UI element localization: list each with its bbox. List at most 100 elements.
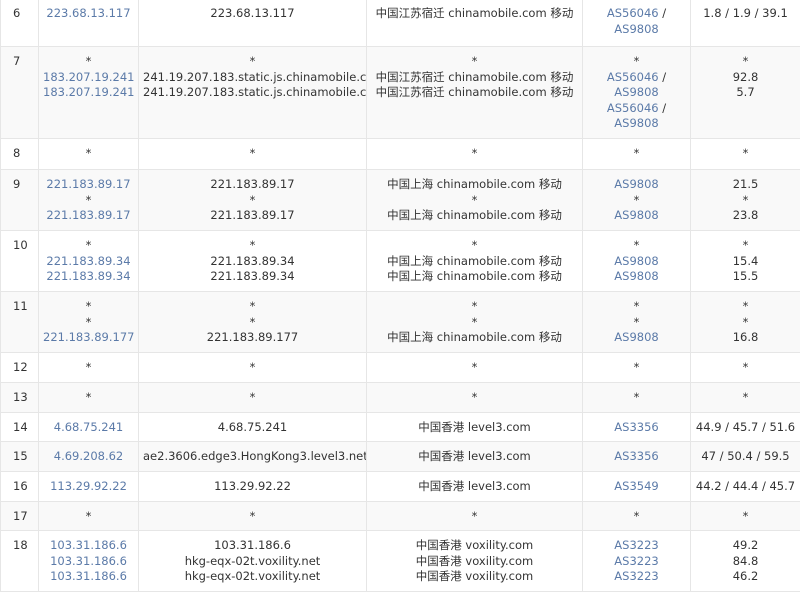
as-none: * bbox=[634, 146, 640, 160]
latency: 46.2 bbox=[695, 569, 796, 585]
latency: 47 / 50.4 / 59.5 bbox=[695, 449, 796, 465]
ip-link[interactable]: 221.183.89.34 bbox=[43, 269, 134, 285]
latency-cell: * bbox=[691, 501, 800, 531]
ip-link[interactable]: 103.31.186.6 bbox=[43, 554, 134, 570]
as-link[interactable]: AS9808 bbox=[614, 269, 658, 283]
latency: 5.7 bbox=[695, 85, 796, 101]
as-link[interactable]: AS9808 bbox=[614, 22, 658, 36]
as-entry: * bbox=[587, 299, 686, 315]
as-entry: AS3223 bbox=[587, 554, 686, 570]
as-entry: AS9808 bbox=[587, 254, 686, 270]
ip-link[interactable]: 223.68.13.117 bbox=[43, 6, 134, 22]
ip-link[interactable]: 103.31.186.6 bbox=[43, 538, 134, 554]
as-entry: * bbox=[587, 146, 686, 162]
location-cell: **中国上海 chinamobile.com 移动 bbox=[367, 291, 583, 352]
hostname: 4.68.75.241 bbox=[143, 420, 362, 436]
latency-cell: * bbox=[691, 138, 800, 169]
as-entry: AS3549 bbox=[587, 479, 686, 495]
as-link[interactable]: AS9808 bbox=[614, 85, 658, 99]
location: * bbox=[371, 193, 578, 209]
latency: 15.4 bbox=[695, 254, 796, 270]
as-link[interactable]: AS3223 bbox=[614, 538, 658, 552]
hostname-cell: **221.183.89.177 bbox=[139, 291, 367, 352]
ip-link[interactable]: 103.31.186.6 bbox=[43, 569, 134, 585]
latency: 92.8 bbox=[695, 70, 796, 86]
latency: * bbox=[695, 238, 796, 254]
ip-link[interactable]: 221.183.89.34 bbox=[43, 254, 134, 270]
hostname: 103.31.186.6 bbox=[143, 538, 362, 554]
hop-number: 6 bbox=[1, 0, 39, 47]
location: 中国江苏宿迁 chinamobile.com 移动 bbox=[371, 85, 578, 101]
as-link[interactable]: AS3549 bbox=[614, 479, 658, 493]
latency-cell: * bbox=[691, 382, 800, 412]
as-separator: / bbox=[659, 6, 667, 20]
as-link[interactable]: AS56046 bbox=[607, 6, 659, 20]
as-entry: * bbox=[587, 509, 686, 525]
ip-link[interactable]: 183.207.19.241 bbox=[43, 85, 134, 101]
as-link[interactable]: AS56046 bbox=[607, 70, 659, 84]
as-link[interactable]: AS9808 bbox=[614, 177, 658, 191]
as-cell: AS3356 bbox=[583, 442, 691, 472]
ip-link[interactable]: 221.183.89.177 bbox=[43, 330, 134, 346]
hostname: * bbox=[143, 509, 362, 525]
hostname-cell: ae2.3606.edge3.HongKong3.level3.net bbox=[139, 442, 367, 472]
as-cell: AS3549 bbox=[583, 471, 691, 501]
ip-cell: * bbox=[39, 138, 139, 169]
hostname: hkg-eqx-02t.voxility.net bbox=[143, 569, 362, 585]
ip-link[interactable]: 4.68.75.241 bbox=[43, 420, 134, 436]
hostname-cell: 223.68.13.117 bbox=[139, 0, 367, 47]
ip-link[interactable]: 221.183.89.17 bbox=[43, 208, 134, 224]
latency-cell: **16.8 bbox=[691, 291, 800, 352]
latency: 21.5 bbox=[695, 177, 796, 193]
as-link[interactable]: AS9808 bbox=[614, 254, 658, 268]
location-cell: * bbox=[367, 501, 583, 531]
as-link[interactable]: AS56046 bbox=[607, 101, 659, 115]
as-entry: AS3356 bbox=[587, 420, 686, 436]
ip-link: * bbox=[43, 315, 134, 331]
as-cell: * bbox=[583, 352, 691, 382]
location-cell: 中国香港 level3.com bbox=[367, 412, 583, 442]
as-link[interactable]: AS3356 bbox=[614, 449, 658, 463]
location: 中国香港 voxility.com bbox=[371, 554, 578, 570]
as-link[interactable]: AS3223 bbox=[614, 554, 658, 568]
hop-number: 16 bbox=[1, 471, 39, 501]
latency: * bbox=[695, 54, 796, 70]
hostname-cell: * bbox=[139, 382, 367, 412]
as-entry: * bbox=[587, 54, 686, 70]
as-entry: * bbox=[587, 193, 686, 209]
as-cell: * bbox=[583, 501, 691, 531]
hostname: * bbox=[143, 54, 362, 70]
location-cell: *中国上海 chinamobile.com 移动中国上海 chinamobile… bbox=[367, 230, 583, 291]
as-link[interactable]: AS9808 bbox=[614, 116, 658, 130]
hostname: 241.19.207.183.static.js.chinamobile.com bbox=[143, 70, 362, 86]
as-none: * bbox=[634, 193, 640, 207]
hostname: 241.19.207.183.static.js.chinamobile.com bbox=[143, 85, 362, 101]
as-cell: * bbox=[583, 138, 691, 169]
ip-link[interactable]: 221.183.89.17 bbox=[43, 177, 134, 193]
hostname: 221.183.89.34 bbox=[143, 254, 362, 270]
as-link[interactable]: AS3356 bbox=[614, 420, 658, 434]
hostname-cell: * bbox=[139, 138, 367, 169]
ip-link[interactable]: 113.29.92.22 bbox=[43, 479, 134, 495]
ip-link[interactable]: 183.207.19.241 bbox=[43, 70, 134, 86]
as-link[interactable]: AS9808 bbox=[614, 330, 658, 344]
as-link[interactable]: AS9808 bbox=[614, 208, 658, 222]
location: 中国香港 voxility.com bbox=[371, 569, 578, 585]
location: 中国香港 voxility.com bbox=[371, 538, 578, 554]
hop-number: 14 bbox=[1, 412, 39, 442]
ip-cell: * bbox=[39, 501, 139, 531]
hostname-cell: 221.183.89.17*221.183.89.17 bbox=[139, 169, 367, 230]
ip-link[interactable]: 4.69.208.62 bbox=[43, 449, 134, 465]
as-entry: * bbox=[587, 390, 686, 406]
hostname: 221.183.89.17 bbox=[143, 208, 362, 224]
hostname-cell: 113.29.92.22 bbox=[139, 471, 367, 501]
as-link[interactable]: AS3223 bbox=[614, 569, 658, 583]
location: 中国上海 chinamobile.com 移动 bbox=[371, 177, 578, 193]
